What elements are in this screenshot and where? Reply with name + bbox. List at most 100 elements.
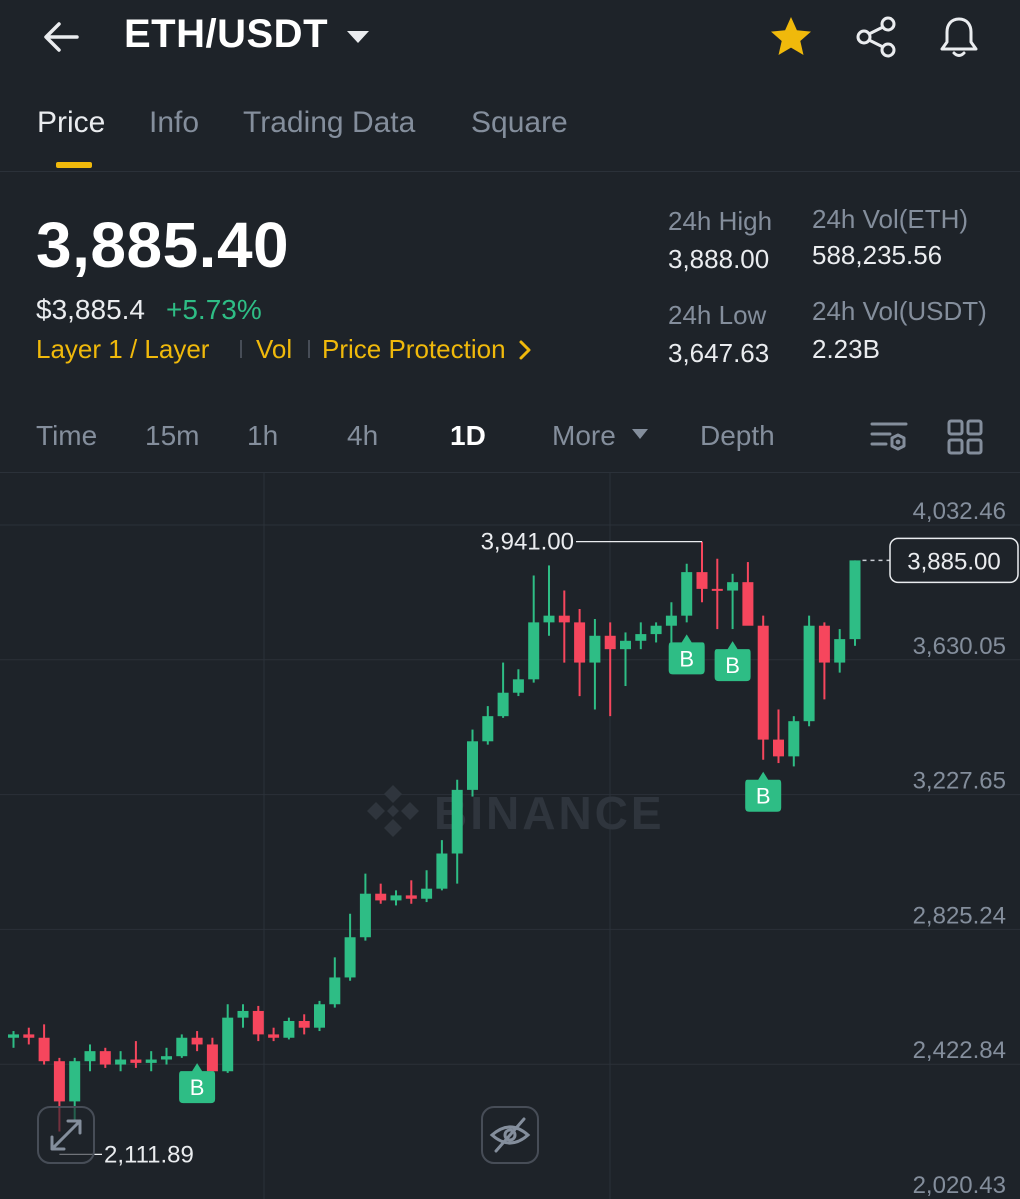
candle-body — [115, 1059, 127, 1065]
candle-body — [604, 635, 616, 650]
last-price-label: 3,885.00 — [907, 548, 1000, 575]
candle-body — [818, 625, 830, 663]
y-tick-label: 2,020.43 — [913, 1172, 1006, 1199]
watermark-text: BINANCE — [434, 787, 665, 839]
candle-body — [405, 895, 417, 899]
price-chart[interactable]: BINANCE 4,032.46 3,630.05 3,227.65 2,825.24… — [0, 473, 1020, 1199]
buy-marker-label: B — [725, 653, 740, 678]
max-price-label: 3,941.00 — [481, 529, 574, 556]
min-price-label: 2,111.89 — [104, 1141, 194, 1168]
candle-body — [237, 1010, 249, 1018]
candle-body — [574, 622, 586, 663]
candle-body — [298, 1021, 310, 1028]
buy-marker-label: B — [756, 784, 771, 809]
y-tick-label: 3,630.05 — [913, 633, 1006, 660]
tab-trading-data[interactable]: Trading Data — [243, 106, 416, 139]
candle-body — [497, 692, 509, 717]
tab-info[interactable]: Info — [149, 106, 200, 139]
buy-marker-badge — [668, 634, 705, 675]
candle-body — [757, 625, 769, 740]
candle-body — [375, 893, 387, 901]
interval-depth[interactable]: Depth — [700, 420, 775, 451]
active-tab-indicator — [56, 162, 92, 168]
y-tick-label: 2,422.84 — [913, 1037, 1006, 1064]
share-button[interactable] — [852, 12, 902, 62]
interval-more[interactable]: More — [552, 420, 650, 452]
candle-body — [681, 572, 693, 616]
buy-marker[interactable]: B — [745, 771, 782, 812]
dropdown-caret-icon[interactable] — [344, 28, 372, 46]
vol-quote-label: 24h Vol(USDT) — [812, 296, 987, 326]
dropdown-caret-icon — [631, 429, 648, 439]
favorite-button[interactable] — [766, 12, 816, 62]
buy-marker[interactable]: B — [668, 634, 705, 675]
binance-logo-icon — [367, 785, 419, 837]
last-price: 3,885.40 — [36, 209, 290, 281]
candles — [8, 541, 861, 1132]
candle-body — [53, 1061, 65, 1102]
buy-marker[interactable]: B — [714, 641, 751, 682]
y-tick-label: 4,032.46 — [913, 498, 1006, 525]
grid-layout-icon — [947, 419, 983, 455]
candle-body — [834, 639, 846, 663]
candle-body — [773, 739, 784, 757]
buy-marker-badge — [714, 641, 751, 682]
tag-price-protection[interactable]: Price Protection — [322, 334, 533, 365]
vol-quote-value: 2.23B — [812, 334, 880, 364]
chart-settings-button[interactable] — [866, 416, 914, 458]
share-icon — [856, 16, 896, 58]
high-label: 24h High — [668, 206, 773, 236]
candle-body — [558, 615, 570, 623]
interval-15m[interactable]: 15m — [145, 420, 200, 451]
alert-button[interactable] — [934, 12, 984, 62]
expand-chart-button[interactable] — [37, 1106, 95, 1164]
candle-body — [665, 615, 677, 626]
candle-body — [650, 625, 662, 635]
candle-body — [191, 1037, 203, 1045]
candle-body — [436, 853, 448, 889]
vol-base-label: 24h Vol(ETH) — [812, 204, 969, 234]
interval-4h[interactable]: 4h — [347, 420, 379, 451]
candle-body — [849, 560, 861, 640]
price-change-percent: +5.73% — [166, 294, 262, 325]
candle-body — [38, 1037, 50, 1062]
buy-marker-badge — [179, 1063, 216, 1104]
interval-1h[interactable]: 1h — [247, 420, 279, 451]
price-axis: 4,032.46 3,630.05 3,227.65 2,825.24 2,422.84… — [913, 498, 1006, 1199]
candle-body — [161, 1056, 172, 1060]
tag-divider — [308, 340, 310, 358]
candle-body — [543, 615, 555, 623]
hide-indicators-button[interactable] — [481, 1106, 539, 1164]
back-button[interactable] — [38, 14, 84, 60]
tab-price[interactable]: Price — [37, 106, 106, 139]
chevron-right-icon — [519, 340, 531, 360]
eye-off-icon — [489, 1117, 531, 1153]
candle-body — [482, 716, 494, 742]
price-protection-label: Price Protection — [322, 334, 506, 364]
tag-layer[interactable]: Layer 1 / Layer — [36, 334, 210, 364]
candle-body — [696, 572, 708, 589]
interval-1d[interactable]: 1D — [450, 420, 486, 451]
candle-body — [528, 622, 540, 680]
candle-body — [620, 640, 631, 650]
tag-divider — [240, 340, 242, 358]
tag-vol[interactable]: Vol — [256, 334, 293, 364]
buy-marker[interactable]: B — [179, 1063, 216, 1104]
candle-body — [467, 741, 478, 790]
candle-body — [23, 1034, 35, 1038]
candle-body — [451, 789, 463, 854]
candle-body — [84, 1051, 96, 1062]
candle-body — [635, 634, 647, 641]
expand-icon — [50, 1119, 82, 1151]
bell-icon — [940, 17, 978, 57]
layout-button[interactable] — [944, 416, 986, 458]
high-value: 3,888.00 — [668, 244, 770, 274]
interval-more-label: More — [552, 420, 616, 451]
candle-body — [222, 1017, 234, 1072]
candle-body — [589, 635, 601, 663]
candle-body — [329, 977, 341, 1005]
interval-time[interactable]: Time — [36, 420, 98, 451]
tab-square[interactable]: Square — [471, 106, 568, 139]
y-tick-label: 3,227.65 — [913, 768, 1006, 795]
pair-title[interactable]: ETH/USDT — [124, 12, 328, 56]
